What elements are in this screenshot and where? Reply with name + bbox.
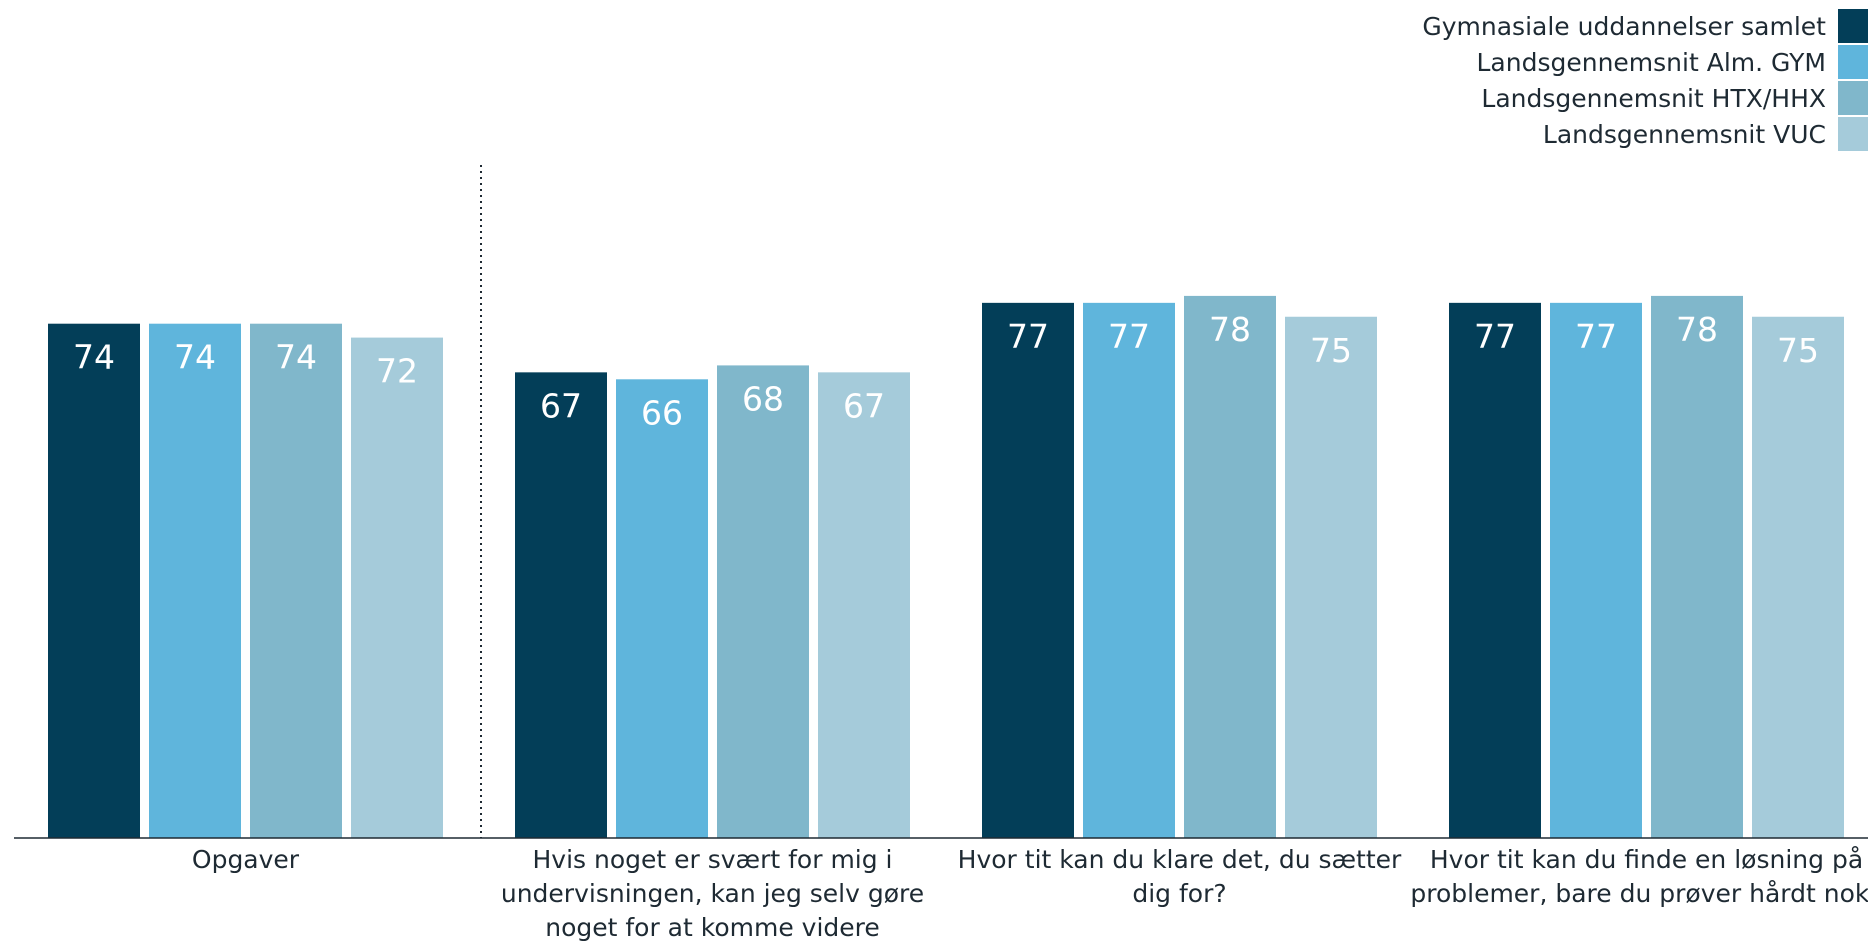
category-label-3: Hvor tit kan du finde en løsning på probl… xyxy=(1410,845,1868,908)
bar-value-label: 75 xyxy=(1777,331,1819,370)
category-label-2: Hvor tit kan du klare det, du sætter dig … xyxy=(958,845,1402,908)
bar-value-label: 74 xyxy=(275,338,317,377)
category-label-line: noget for at komme videre xyxy=(545,913,880,942)
bar-2-3 xyxy=(1285,316,1377,838)
bar-value-label: 74 xyxy=(73,338,115,377)
bar-1-1 xyxy=(616,379,708,838)
legend-swatch xyxy=(1838,117,1868,151)
bar-1-0 xyxy=(515,372,607,838)
bar-value-label: 75 xyxy=(1310,331,1352,370)
category-labels-group: Opgaver Hvis noget er svært for mig i unde… xyxy=(192,845,1868,942)
bar-2-2 xyxy=(1184,295,1276,838)
bar-2-1 xyxy=(1083,302,1175,839)
bar-0-2 xyxy=(250,323,342,838)
category-label-line: Opgaver xyxy=(192,845,300,874)
category-label-line: Hvor tit kan du klare det, du sætter xyxy=(958,845,1402,874)
bar-labels-group: 74 74 74 72 67 66 68 67 77 77 78 75 77 77 78 75 xyxy=(73,310,1819,432)
legend-item-2: Landsgennemsnit HTX/HHX xyxy=(1168,80,1868,116)
bar-value-label: 68 xyxy=(742,379,784,418)
legend-item-1: Landsgennemsnit Alm. GYM xyxy=(1168,44,1868,80)
legend: Gymnasiale uddannelser samlet Landsgenne… xyxy=(1168,8,1868,152)
bars-group xyxy=(48,295,1844,839)
bar-value-label: 67 xyxy=(540,386,582,425)
bar-3-1 xyxy=(1550,302,1642,839)
legend-label: Landsgennemsnit HTX/HHX xyxy=(1481,83,1826,113)
bar-3-3 xyxy=(1752,316,1844,838)
category-label-0: Opgaver xyxy=(192,845,300,874)
category-label-line: dig for? xyxy=(1132,879,1226,908)
legend-swatch xyxy=(1838,9,1868,43)
category-label-line: problemer, bare du prøver hårdt nok? xyxy=(1410,879,1868,908)
legend-swatch xyxy=(1838,81,1868,115)
bar-value-label: 72 xyxy=(376,352,418,391)
legend-item-3: Landsgennemsnit VUC xyxy=(1168,116,1868,152)
bar-value-label: 74 xyxy=(174,338,216,377)
bar-value-label: 78 xyxy=(1209,310,1251,349)
bar-1-2 xyxy=(717,365,809,838)
bar-value-label: 77 xyxy=(1108,317,1150,356)
legend-item-0: Gymnasiale uddannelser samlet xyxy=(1168,8,1868,44)
bar-value-label: 67 xyxy=(843,386,885,425)
legend-label: Gymnasiale uddannelser samlet xyxy=(1422,11,1826,41)
bar-value-label: 77 xyxy=(1007,317,1049,356)
bar-0-3 xyxy=(351,337,443,838)
category-label-line: Hvor tit kan du finde en løsning på xyxy=(1430,845,1863,874)
bar-2-0 xyxy=(982,302,1074,839)
legend-label: Landsgennemsnit Alm. GYM xyxy=(1476,47,1827,77)
bar-value-label: 77 xyxy=(1575,317,1617,356)
category-label-line: undervisningen, kan jeg selv gøre xyxy=(501,879,924,908)
bar-value-label: 77 xyxy=(1474,317,1516,356)
bar-value-label: 66 xyxy=(641,393,683,432)
bar-3-2 xyxy=(1651,295,1743,838)
bar-1-3 xyxy=(818,372,910,838)
category-label-1: Hvis noget er svært for mig i undervisnin… xyxy=(501,845,924,942)
bar-value-label: 78 xyxy=(1676,310,1718,349)
category-label-line: Hvis noget er svært for mig i xyxy=(532,845,892,874)
bar-0-0 xyxy=(48,323,140,838)
legend-swatch xyxy=(1838,45,1868,79)
legend-label: Landsgennemsnit VUC xyxy=(1542,119,1826,149)
bar-3-0 xyxy=(1449,302,1541,839)
bar-0-1 xyxy=(149,323,241,838)
